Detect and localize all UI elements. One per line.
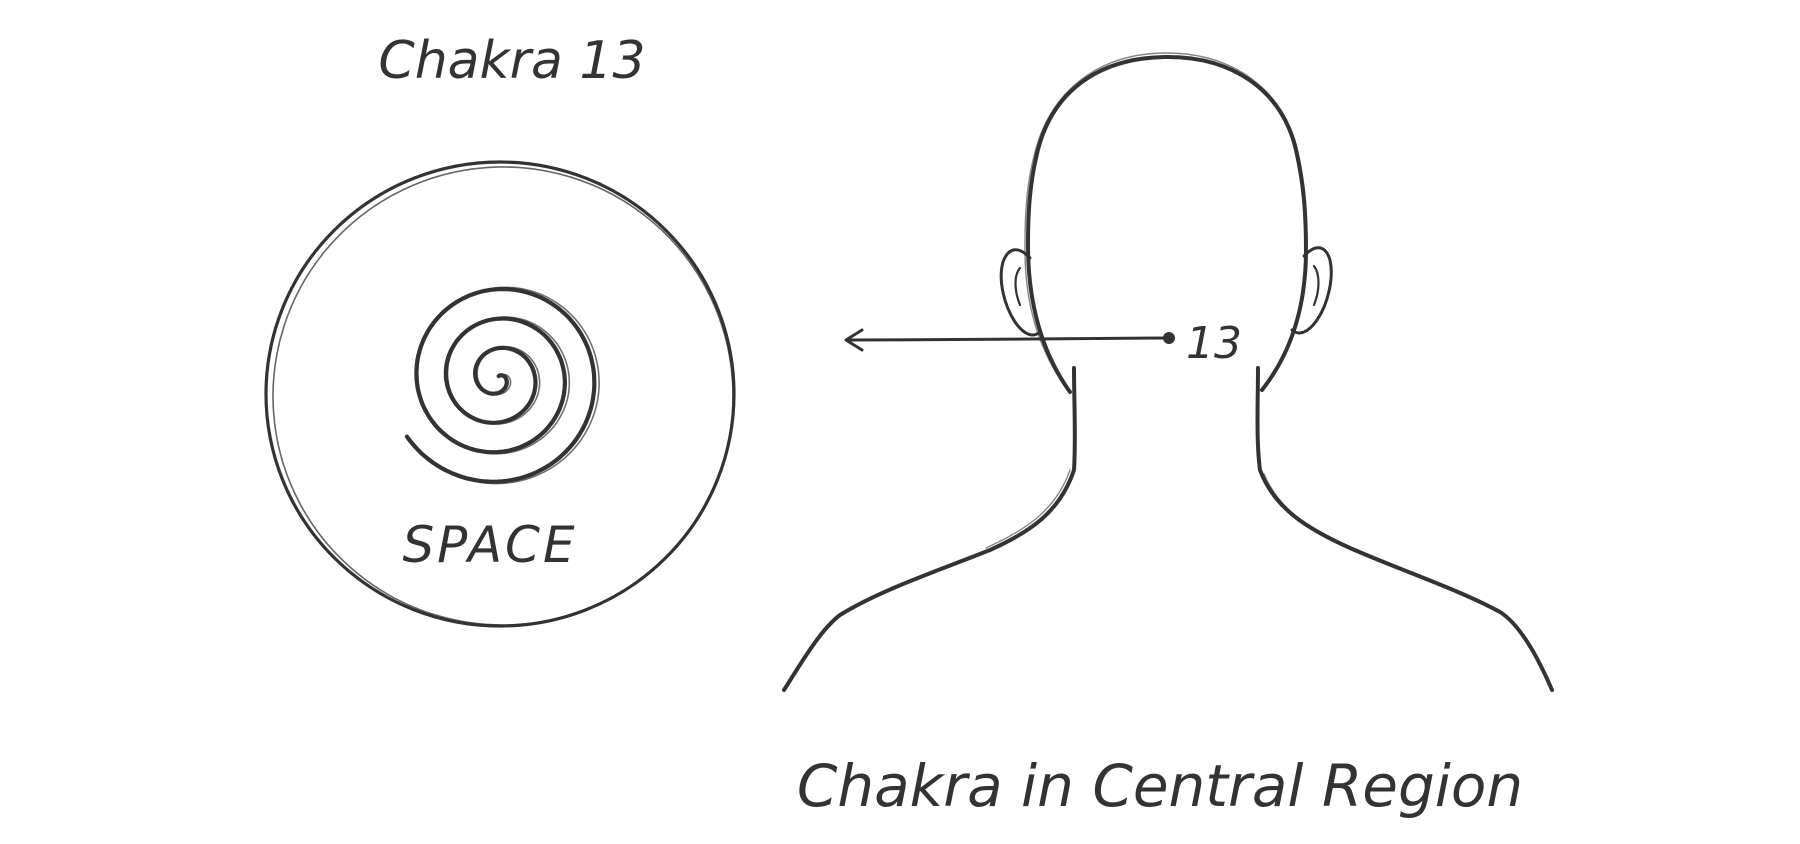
head-figure — [784, 53, 1552, 690]
marker-dot — [1163, 332, 1175, 344]
element-label: SPACE — [402, 516, 577, 574]
left-ear-inner — [1016, 268, 1021, 305]
right-shoulder-sketch — [1264, 474, 1354, 550]
diagram-caption: Chakra in Central Region — [797, 752, 1523, 820]
chakra-title: Chakra 13 — [378, 31, 645, 91]
arrow-shaft — [848, 338, 1167, 340]
left-neck-shoulder-outline — [784, 368, 1075, 690]
right-neck-shoulder-outline — [1258, 368, 1553, 690]
chakra-symbol: SPACE — [258, 152, 749, 641]
marker-label: 13 — [1186, 318, 1242, 369]
left-shoulder-sketch — [986, 470, 1070, 548]
right-ear-inner — [1314, 266, 1319, 305]
